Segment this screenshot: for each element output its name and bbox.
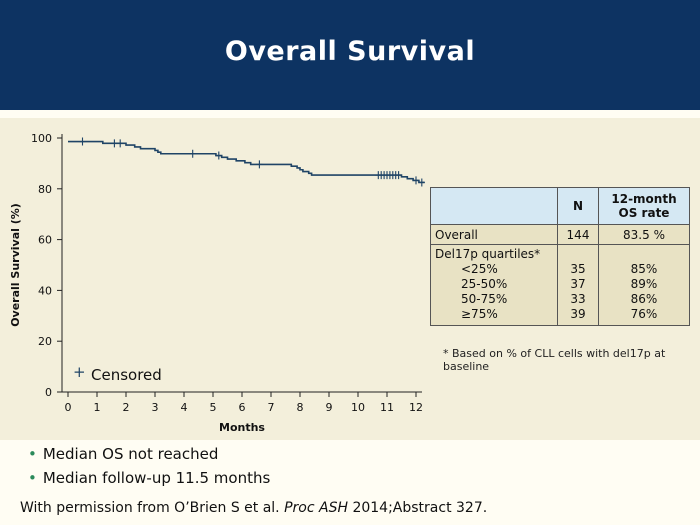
y-tick-label: 100 [31,132,52,145]
survival-curve [68,140,425,184]
table-header-row: N 12-month OS rate [430,187,690,225]
table-cell-n: 144 [557,224,599,245]
quartile-rate: 89% [630,277,658,291]
quartile-rate: 85% [630,262,658,276]
censored-legend-label: Censored [91,366,162,384]
source-citation: With permission from O’Brien S et al. Pr… [20,500,487,516]
censored-legend-symbol: + [73,363,86,381]
x-tick-label: 6 [239,401,246,414]
quartile-n: 35 [570,262,586,276]
censor-mark [79,137,86,146]
table-footnote: * Based on % of CLL cells with del17p at… [443,347,666,373]
x-tick-label: 2 [123,401,130,414]
x-tick-label: 4 [181,401,188,414]
censor-mark [413,176,419,185]
censor-mark [117,139,124,148]
censor-mark [418,178,425,187]
quartile-n: 33 [570,292,586,306]
x-tick-label: 8 [297,401,304,414]
y-tick-label: 0 [45,386,52,399]
citation-journal: Proc ASH [284,500,348,516]
censor-mark [215,151,222,160]
x-axis-label: Months [219,421,265,434]
del17p-group-label: Del17p quartiles* [435,247,541,261]
slide-title: Overall Survival [224,36,476,67]
x-tick-label: 10 [351,401,365,414]
bullet-list: • Median OS not reached • Median follow-up… [28,442,270,490]
x-tick-label: 1 [94,401,101,414]
quartile-label: ≥75% [461,307,498,321]
table-header-rate: 12-month OS rate [598,187,690,225]
y-tick-label: 20 [38,335,52,348]
quartile-n: 37 [570,277,586,291]
x-tick-label: 5 [210,401,217,414]
censor-mark [395,171,402,180]
quartile-n: 39 [570,307,586,321]
y-tick-label: 40 [38,284,52,297]
table-cell-label: Overall [430,224,558,245]
bullet-text: Median follow-up 11.5 months [42,469,271,487]
citation-suffix: 2014;Abstract 327. [348,500,488,516]
bullet-dot-icon: • [28,469,37,487]
x-tick-label: 0 [65,401,72,414]
table-row: Overall 144 83.5 % [430,224,690,245]
censor-mark [189,149,196,158]
bullet-dot-icon: • [28,445,37,463]
table-header-blank [430,187,558,225]
bullet-item: • Median follow-up 11.5 months [28,466,270,490]
title-banner [0,0,700,110]
bullet-item: • Median OS not reached [28,442,270,466]
quartile-label: <25% [461,262,498,276]
table-cell-rate: 83.5 % [598,224,690,245]
x-tick-label: 9 [326,401,333,414]
y-axis-label: Overall Survival (%) [9,203,22,327]
table-header-n: N [557,187,599,225]
censor-mark [256,160,263,169]
x-tick-label: 3 [152,401,159,414]
table-row: Del17p quartiles* <25% 25-50% 50-75% ≥75… [430,244,690,326]
censor-mark [111,139,118,148]
x-tick-label: 7 [268,401,275,414]
y-tick-label: 80 [38,183,52,196]
quartile-label: 50-75% [461,292,508,306]
quartile-rate: 76% [630,307,658,321]
quartile-label: 25-50% [461,277,508,291]
bullet-text: Median OS not reached [42,445,219,463]
x-tick-label: 12 [409,401,423,414]
x-tick-label: 11 [380,401,394,414]
citation-prefix: With permission from O’Brien S et al. [20,500,285,516]
y-tick-label: 60 [38,234,52,247]
quartile-rate: 86% [630,292,658,306]
os-rate-table: N 12-month OS rate Overall 144 83.5 % De… [430,187,690,326]
